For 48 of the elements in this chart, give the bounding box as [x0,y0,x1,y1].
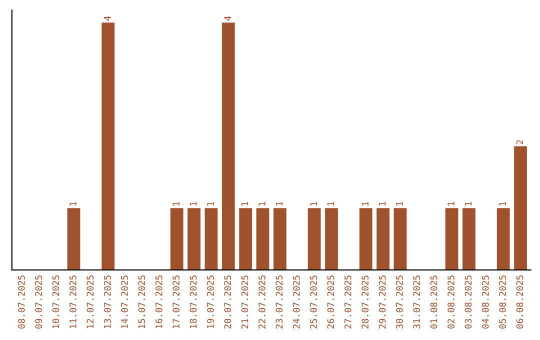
x-tick-label: 17.07.2025 [172,276,180,328]
x-tick-label: 30.07.2025 [396,276,403,329]
data-label: 1 [310,202,317,206]
x-tick-label: 12.07.2025 [86,276,94,328]
data-label: 4 [224,16,231,21]
x-tick-label: 13.07.2025 [104,276,111,328]
data-label: 1 [190,202,197,206]
x-tick-label: 01.08.2025 [430,276,438,329]
x-tick-label: 23.07.2025 [276,276,283,328]
x-tick-label: 29.07.2025 [378,276,386,328]
x-tick-label: 09.07.2025 [35,276,42,329]
data-label: 1 [448,202,454,206]
data-label: 1 [327,202,334,206]
data-label: 2 [516,140,524,144]
x-tick-label: 27.07.2025 [344,276,352,328]
x-tick-label: 22.07.2025 [258,276,266,328]
x-tick-label: 18.07.2025 [190,276,197,328]
x-tick-label: 14.07.2025 [121,276,128,328]
data-label: 1 [396,202,403,206]
data-label: 1 [207,202,214,206]
data-label: 1 [378,202,386,206]
x-tick-label: 26.07.2025 [327,276,334,328]
x-tick-label: 21.07.2025 [241,276,248,328]
data-label: 4 [104,16,111,21]
x-tick-label: 03.08.2025 [464,276,472,329]
x-tick-label: 24.07.2025 [292,276,300,328]
data-label: 1 [464,202,472,206]
x-tick-label: 11.07.2025 [70,276,76,328]
data-label: 1 [276,202,282,206]
data-label: 1 [172,202,180,206]
x-tick-label: 19.07.2025 [207,276,214,328]
x-tick-label: 04.08.2025 [482,276,489,329]
data-label: 1 [242,202,248,206]
x-tick-label: 05.08.2025 [499,276,506,329]
data-label: 1 [258,202,266,206]
data-label: 1 [70,202,76,206]
x-tick-label: 28.07.2025 [362,276,368,328]
x-tick-label: 08.07.2025 [18,276,25,329]
data-label: 1 [499,202,506,206]
x-tick-label: 16.07.2025 [155,276,162,328]
x-tick-label: 20.07.2025 [224,276,232,328]
x-tick-label: 02.08.2025 [448,276,454,329]
x-tick-label: 10.07.2025 [52,276,60,328]
x-tick-label: 15.07.2025 [138,276,146,328]
x-tick-label: 06.08.2025 [516,276,524,329]
data-label: 1 [362,202,368,206]
x-tick-label: 25.07.2025 [310,276,317,328]
x-tick-label: 31.07.2025 [413,276,420,329]
